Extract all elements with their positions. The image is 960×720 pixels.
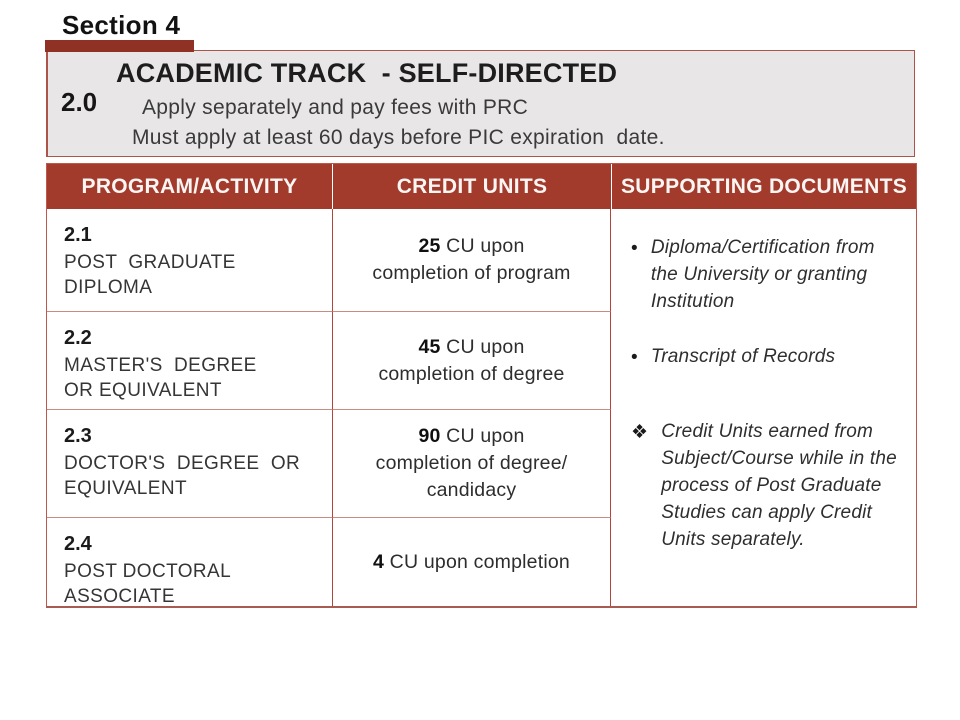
header-subtitle-line2: Must apply at least 60 days before PIC e…	[132, 126, 665, 149]
credit-units-value: 90	[418, 425, 441, 448]
supporting-document-text: Transcript of Records	[650, 345, 836, 367]
credit-units-value: 4	[373, 550, 385, 573]
bullet-dot-icon: •	[631, 238, 638, 259]
list-item: ❖ Credit Units earned from Subject/Cours…	[631, 419, 904, 554]
table-row-program-cell: 2.1 POST GRADUATE DIPLOMA	[47, 209, 332, 311]
section-label: Section 4	[62, 10, 181, 40]
column-header-credit-units: CREDIT UNITS	[332, 164, 611, 209]
credit-units-text: CU upon completion	[384, 550, 570, 573]
program-name: POST GRADUATE DIPLOMA	[64, 252, 236, 299]
header-title: ACADEMIC TRACK - SELF-DIRECTED	[116, 58, 618, 88]
credit-units-text: CU upon completion of degree/ candidacy	[375, 425, 568, 501]
table-row-program-cell: 2.4 POST DOCTORAL ASSOCIATE	[47, 517, 332, 608]
row-number: 2.2	[64, 327, 92, 349]
credit-units-value: 25	[418, 235, 441, 258]
header-number: 2.0	[61, 87, 98, 117]
program-name: MASTER'S DEGREE OR EQUIVALENT	[64, 355, 257, 402]
section-underline-bar	[45, 40, 194, 52]
table-row-credit-units-cell: 45 CU upon completion of degree	[332, 311, 611, 409]
supporting-document-text: Diploma/Certification from the Universit…	[650, 237, 875, 312]
credit-units-text: CU upon completion of program	[372, 235, 571, 284]
header-subtitle-line1: Apply separately and pay fees with PRC	[142, 96, 529, 119]
credit-units-text: CU upon completion of degree	[378, 335, 565, 385]
row-number: 2.3	[64, 425, 92, 447]
supporting-document-text: Credit Units earned from Subject/Course …	[661, 421, 897, 551]
programs-table: PROGRAM/ACTIVITY CREDIT UNITS SUPPORTING…	[46, 163, 917, 608]
program-name: DOCTOR'S DEGREE OR EQUIVALENT	[64, 453, 301, 500]
bullet-dot-icon: •	[631, 346, 638, 368]
column-header-supporting-documents: SUPPORTING DOCUMENTS	[611, 164, 916, 209]
list-item: • Diploma/Certification from the Univers…	[631, 235, 904, 316]
table-row-program-cell: 2.3 DOCTOR'S DEGREE OR EQUIVALENT	[47, 409, 332, 517]
table-row-credit-units-cell: 90 CU upon completion of degree/ candida…	[332, 409, 611, 517]
bullet-diamond-icon: ❖	[631, 422, 649, 444]
credit-units-value: 45	[418, 335, 441, 358]
program-name: POST DOCTORAL ASSOCIATE	[64, 561, 232, 608]
table-row-program-cell: 2.2 MASTER'S DEGREE OR EQUIVALENT	[47, 311, 332, 409]
list-item: • Transcript of Records	[631, 344, 904, 372]
supporting-documents-cell: • Diploma/Certification from the Univers…	[611, 209, 916, 606]
column-header-program-activity: PROGRAM/ACTIVITY	[47, 164, 332, 209]
header-box: 2.0 ACADEMIC TRACK - SELF-DIRECTED Apply…	[46, 50, 915, 157]
table-row-credit-units-cell: 25 CU upon completion of program	[332, 209, 611, 311]
row-number: 2.4	[64, 533, 92, 555]
row-number: 2.1	[64, 224, 92, 246]
table-row-credit-units-cell: 4 CU upon completion	[332, 517, 611, 606]
